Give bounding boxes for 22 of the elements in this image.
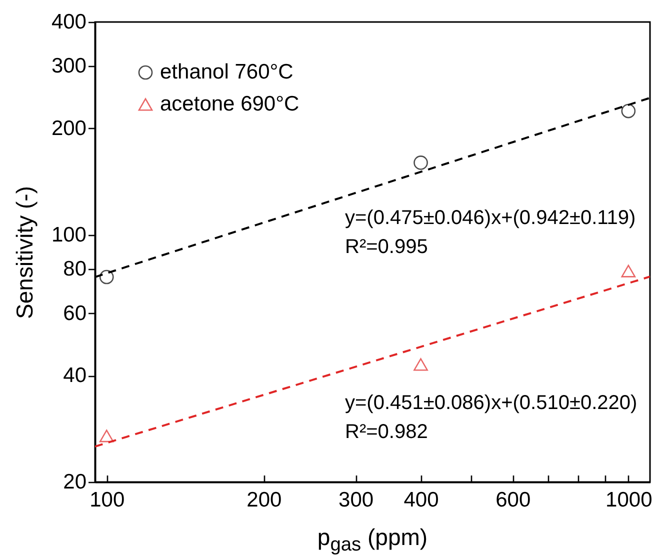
- x-tick-label: 400: [404, 488, 439, 512]
- annotation: R²=0.995: [345, 236, 428, 258]
- y-tick-label: 100: [51, 223, 86, 246]
- x-tick-label: 1000: [606, 488, 652, 512]
- annotation: y=(0.451±0.086)x+(0.510±0.220): [345, 392, 638, 414]
- legend-label: acetone 690°C: [160, 92, 300, 116]
- x-tick-label: 600: [496, 488, 531, 512]
- y-tick-label: 400: [51, 10, 86, 34]
- y-tick-label: 80: [63, 258, 86, 281]
- y-tick-label: 20: [63, 470, 86, 494]
- x-tick-label: 100: [90, 488, 125, 512]
- y-axis-title: Sensitivity (-): [11, 186, 38, 319]
- y-tick-label: 300: [51, 54, 86, 78]
- legend-label: ethanol 760°C: [160, 60, 294, 84]
- x-axis-title: p$_{gas}$ (ppm): [316, 523, 429, 557]
- annotation: y=(0.475±0.046)x+(0.942±0.119): [345, 207, 636, 229]
- annotation: R²=0.982: [345, 421, 428, 443]
- y-tick-label: 200: [51, 116, 86, 140]
- x-tick-label: 200: [246, 488, 282, 512]
- x-tick-label: 300: [338, 488, 374, 512]
- y-tick-label: 40: [63, 364, 86, 388]
- y-tick-label: 60: [63, 302, 86, 325]
